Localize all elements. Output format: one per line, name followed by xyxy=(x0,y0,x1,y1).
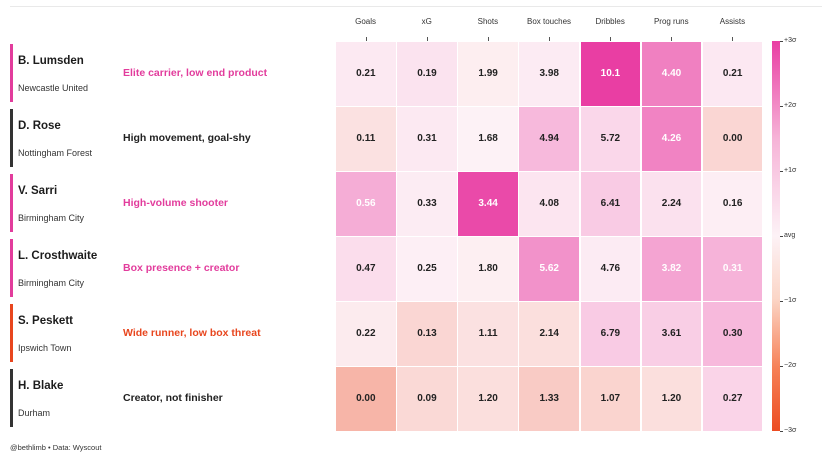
column-header: xG xyxy=(421,17,432,26)
heatmap-cell: 2.14 xyxy=(518,301,581,367)
player-name: S. Peskett xyxy=(18,315,73,327)
top-divider xyxy=(10,6,822,7)
player-name: L. Crosthwaite xyxy=(18,250,98,262)
colorbar-label: +3σ xyxy=(784,37,797,44)
column-tick xyxy=(610,37,611,42)
player-team: Durham xyxy=(18,408,51,418)
heatmap-cell: 0.09 xyxy=(396,366,458,432)
heatmap-cell: 3.98 xyxy=(518,41,581,107)
heatmap-cell: 0.21 xyxy=(701,41,764,107)
heatmap-cell: 4.40 xyxy=(640,41,703,107)
heatmap-cell: 0.56 xyxy=(335,171,397,237)
heatmap-cell: 6.79 xyxy=(579,301,642,367)
heatmap-cell: 0.33 xyxy=(396,171,458,237)
heatmap-cell: 0.25 xyxy=(396,236,458,302)
heatmap-cell: 1.68 xyxy=(457,106,519,172)
player-name: B. Lumsden xyxy=(18,55,84,67)
heatmap-cell: 0.21 xyxy=(335,41,397,107)
heatmap-cell: 5.72 xyxy=(579,106,642,172)
colorbar-tick xyxy=(780,106,783,107)
column-tick xyxy=(732,37,733,42)
heatmap-cell: 4.76 xyxy=(579,236,642,302)
player-description: Elite carrier, low end product xyxy=(123,66,268,79)
heatmap-cell: 0.19 xyxy=(396,41,458,107)
heatmap-grid: 0.21 0.19 1.99 3.98 10.1 4.40 0.21 0.11 0.31 1.68… xyxy=(335,41,764,432)
player-accent-bar xyxy=(10,174,13,232)
player-name: V. Sarri xyxy=(18,185,58,197)
colorbar xyxy=(772,41,780,431)
column-header: Goals xyxy=(355,17,377,26)
colorbar-label: +2σ xyxy=(784,102,797,109)
player-description: High movement, goal-shy xyxy=(123,131,251,144)
player-description: Box presence + creator xyxy=(123,261,240,274)
heatmap-cell: 0.11 xyxy=(335,106,397,172)
colorbar-tick xyxy=(780,431,783,432)
column-tick xyxy=(488,37,489,42)
column-header: Box touches xyxy=(526,17,572,26)
column-header: Dribbles xyxy=(595,17,625,26)
heatmap-cell: 1.20 xyxy=(640,366,703,432)
heatmap-cell: 6.41 xyxy=(579,171,642,237)
footer-credit: @bethlimb • Data: Wyscout xyxy=(10,443,102,452)
player-accent-bar xyxy=(10,239,13,297)
colorbar-tick xyxy=(780,301,783,302)
heatmap-cell: 1.11 xyxy=(457,301,519,367)
column-tick xyxy=(366,37,367,42)
colorbar-label: −1σ xyxy=(784,297,797,304)
player-team: Birmingham City xyxy=(18,278,85,288)
colorbar-label: +1σ xyxy=(784,167,797,174)
heatmap-cell: 0.00 xyxy=(335,366,397,432)
player-name: H. Blake xyxy=(18,380,64,392)
player-team: Nottingham Forest xyxy=(18,148,93,158)
heatmap-cell: 1.99 xyxy=(457,41,519,107)
player-accent-bar xyxy=(10,109,13,167)
column-header: Assists xyxy=(719,17,746,26)
player-team: Newcastle United xyxy=(18,83,89,93)
player-description: High-volume shooter xyxy=(123,196,229,209)
colorbar-tick xyxy=(780,171,783,172)
heatmap-cell: 1.80 xyxy=(457,236,519,302)
heatmap-cell: 3.82 xyxy=(640,236,703,302)
player-team: Ipswich Town xyxy=(18,343,72,353)
player-name: D. Rose xyxy=(18,120,61,132)
column-tick xyxy=(427,37,428,42)
player-accent-bar xyxy=(10,304,13,362)
player-description: Wide runner, low box threat xyxy=(123,326,261,339)
heatmap-cell: 1.33 xyxy=(518,366,581,432)
heatmap-cell: 0.30 xyxy=(701,301,764,367)
heatmap-cell: 0.16 xyxy=(701,171,764,237)
player-description: Creator, not finisher xyxy=(123,391,223,404)
heatmap-cell: 3.61 xyxy=(640,301,703,367)
heatmap-cell: 4.08 xyxy=(518,171,581,237)
heatmap-cell: 0.00 xyxy=(701,106,764,172)
column-tick xyxy=(671,37,672,42)
heatmap-cell: 0.27 xyxy=(701,366,764,432)
heatmap-cell: 10.1 xyxy=(579,41,642,107)
player-team: Birmingham City xyxy=(18,213,85,223)
heatmap-cell: 0.47 xyxy=(335,236,397,302)
player-accent-bar xyxy=(10,369,13,427)
player-accent-bar xyxy=(10,44,13,102)
colorbar-label: avg xyxy=(784,232,796,239)
colorbar-label: −3σ xyxy=(784,427,797,434)
colorbar-tick xyxy=(780,41,783,42)
heatmap-cell: 0.31 xyxy=(396,106,458,172)
colorbar-label: −2σ xyxy=(784,362,797,369)
heatmap-cell: 4.94 xyxy=(518,106,581,172)
heatmap-cell: 1.20 xyxy=(457,366,519,432)
colorbar-tick xyxy=(780,236,783,237)
colorbar-tick xyxy=(780,366,783,367)
heatmap-cell: 0.13 xyxy=(396,301,458,367)
heatmap-cell: 5.62 xyxy=(518,236,581,302)
heatmap-cell: 3.44 xyxy=(457,171,519,237)
heatmap-cell: 0.22 xyxy=(335,301,397,367)
column-tick xyxy=(549,37,550,42)
heatmap-cell: 2.24 xyxy=(640,171,703,237)
heatmap-cell: 1.07 xyxy=(579,366,642,432)
heatmap-cell: 0.31 xyxy=(701,236,764,302)
column-header: Prog runs xyxy=(653,17,689,26)
column-header: Shots xyxy=(477,17,499,26)
heatmap-cell: 4.26 xyxy=(640,106,703,172)
